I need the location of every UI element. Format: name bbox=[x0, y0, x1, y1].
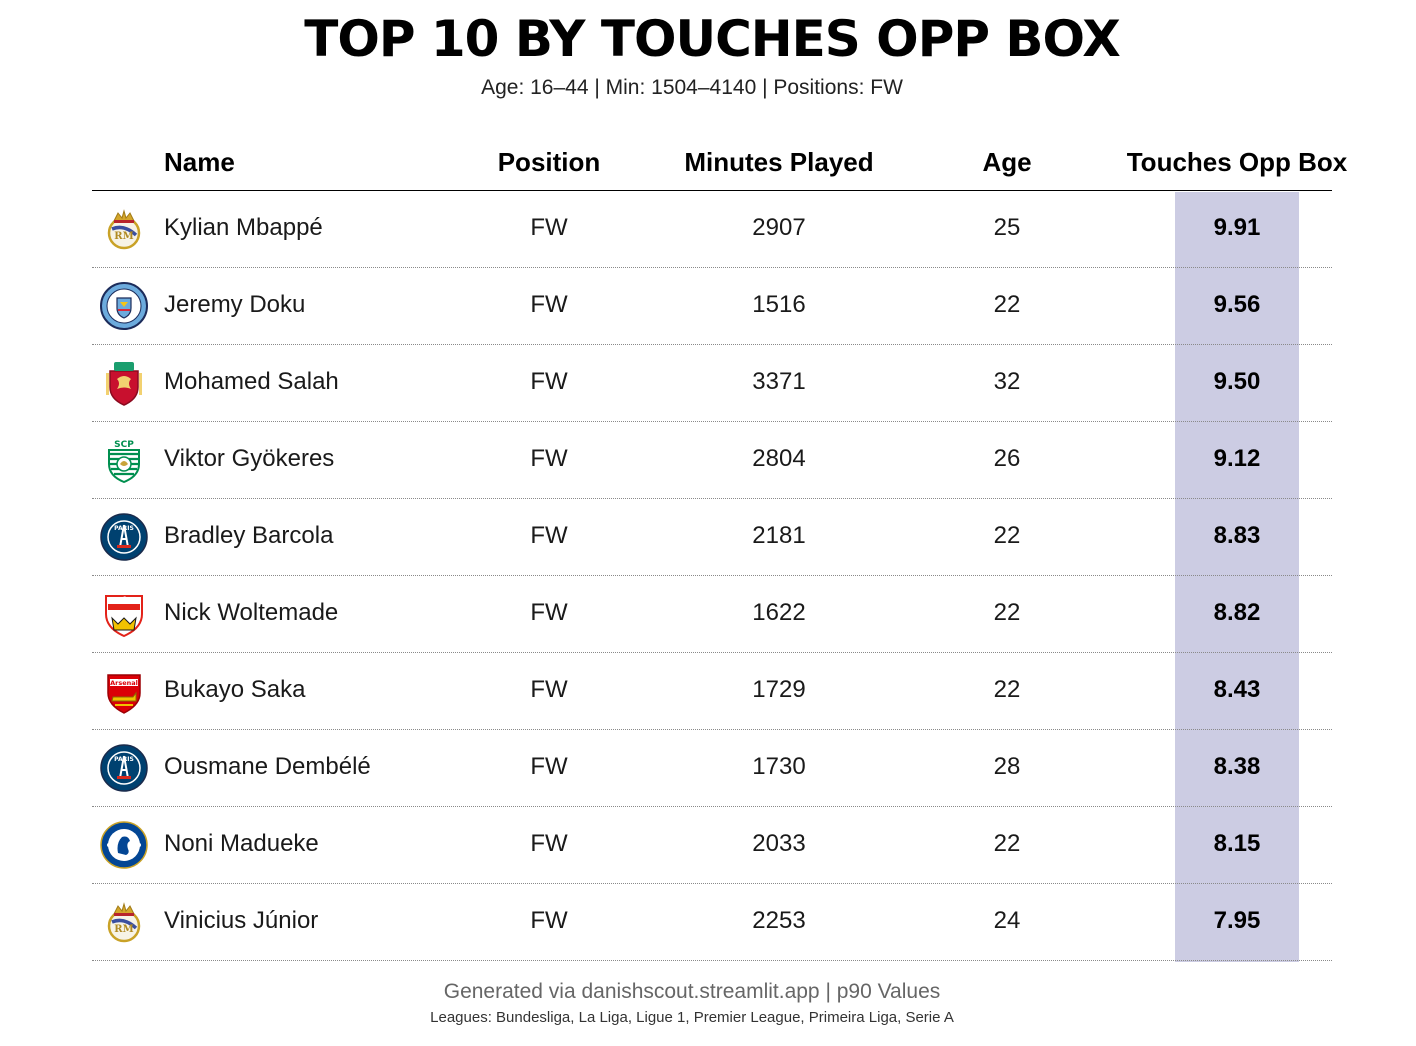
minutes-played: 1622 bbox=[752, 599, 806, 626]
player-age: 32 bbox=[993, 368, 1021, 395]
minutes-played: 2253 bbox=[752, 907, 806, 934]
real-madrid-crest-icon: RM bbox=[107, 902, 141, 943]
player-position: FW bbox=[530, 753, 568, 780]
touches-opp-box-value: 9.56 bbox=[1213, 291, 1261, 318]
table-row: RM Kylian Mbappé FW 2907 25 9.91 bbox=[0, 191, 1416, 268]
player-age: 22 bbox=[993, 291, 1021, 318]
player-name: Mohamed Salah bbox=[164, 368, 339, 395]
table-row: Noni Madueke FW 2033 22 8.15 bbox=[0, 807, 1416, 884]
player-name: Bukayo Saka bbox=[164, 676, 306, 703]
player-position: FW bbox=[530, 368, 568, 395]
table-row: SCP Viktor Gyökeres FW 2804 26 9.12 bbox=[0, 422, 1416, 499]
psg-crest-icon: PARIS bbox=[100, 744, 148, 792]
row-divider bbox=[92, 806, 1332, 807]
column-header-touches-opp-box: Touches Opp Box bbox=[1126, 147, 1348, 177]
player-position: FW bbox=[530, 676, 568, 703]
footer-credit: Generated via danishscout.streamlit.app … bbox=[443, 980, 941, 1003]
minutes-played: 2033 bbox=[752, 830, 806, 857]
row-divider bbox=[92, 267, 1332, 268]
row-divider bbox=[92, 421, 1332, 422]
row-divider bbox=[92, 575, 1332, 576]
minutes-played: 2181 bbox=[752, 522, 806, 549]
minutes-played: 1730 bbox=[752, 753, 806, 780]
chart-title: TOP 10 BY TOUCHES OPP BOX bbox=[304, 10, 1121, 68]
player-position: FW bbox=[530, 599, 568, 626]
column-header-age: Age bbox=[982, 147, 1032, 177]
touches-opp-box-value: 9.12 bbox=[1213, 445, 1261, 472]
row-divider bbox=[92, 729, 1332, 730]
column-header-minutes-played: Minutes Played bbox=[684, 147, 874, 177]
column-header-position: Position bbox=[497, 147, 601, 177]
minutes-played: 1516 bbox=[752, 291, 806, 318]
table-row: RM Vinicius Júnior FW 2253 24 7.95 bbox=[0, 884, 1416, 961]
sporting-cp-crest-icon: SCP bbox=[108, 440, 140, 484]
minutes-played: 1729 bbox=[752, 676, 806, 703]
minutes-played: 3371 bbox=[752, 368, 806, 395]
touches-opp-box-value: 8.43 bbox=[1213, 676, 1261, 703]
header-rule bbox=[92, 190, 1332, 191]
player-position: FW bbox=[530, 830, 568, 857]
highlight-column bbox=[1175, 192, 1299, 962]
player-name: Viktor Gyökeres bbox=[164, 445, 335, 472]
player-position: FW bbox=[530, 445, 568, 472]
minutes-played: 2907 bbox=[752, 214, 806, 241]
liverpool-crest-icon bbox=[106, 362, 142, 406]
footer-leagues: Leagues: Bundesliga, La Liga, Ligue 1, P… bbox=[430, 1009, 954, 1026]
player-position: FW bbox=[530, 522, 568, 549]
table-row: VfB Nick Woltemade FW 1622 22 8.82 bbox=[0, 576, 1416, 653]
table-row: Jeremy Doku FW 1516 22 9.56 bbox=[0, 268, 1416, 345]
touches-opp-box-value: 8.82 bbox=[1213, 599, 1261, 626]
psg-crest-icon: PARIS bbox=[100, 513, 148, 561]
row-divider bbox=[92, 883, 1332, 884]
touches-opp-box-value: 8.83 bbox=[1213, 522, 1261, 549]
manchester-city-crest-icon bbox=[100, 282, 148, 330]
player-position: FW bbox=[530, 214, 568, 241]
player-age: 24 bbox=[993, 907, 1021, 934]
row-divider bbox=[92, 344, 1332, 345]
touches-opp-box-value: 8.15 bbox=[1213, 830, 1261, 857]
player-name: Noni Madueke bbox=[164, 830, 319, 857]
svg-text:RM: RM bbox=[114, 231, 133, 242]
chart-subtitle: Age: 16–44 | Min: 1504–4140 | Positions:… bbox=[481, 76, 903, 99]
player-age: 28 bbox=[993, 753, 1021, 780]
row-divider bbox=[92, 960, 1332, 961]
player-name: Nick Woltemade bbox=[164, 599, 339, 626]
player-age: 22 bbox=[993, 599, 1021, 626]
player-age: 22 bbox=[993, 676, 1021, 703]
player-name: Bradley Barcola bbox=[164, 522, 334, 549]
svg-text:PARIS: PARIS bbox=[114, 525, 134, 532]
arsenal-crest-icon: Arsenal bbox=[107, 674, 141, 714]
touches-opp-box-value: 9.50 bbox=[1213, 368, 1261, 395]
table-row: PARIS Bradley Barcola FW 2181 22 8.83 bbox=[0, 499, 1416, 576]
svg-text:Arsenal: Arsenal bbox=[110, 679, 138, 687]
table-row: PARIS Ousmane Dembélé FW 1730 28 8.38 bbox=[0, 730, 1416, 807]
svg-text:VfB: VfB bbox=[117, 596, 131, 604]
player-name: Jeremy Doku bbox=[164, 291, 306, 318]
player-name: Kylian Mbappé bbox=[164, 214, 323, 241]
touches-opp-box-value: 9.91 bbox=[1213, 214, 1261, 241]
touches-opp-box-value: 8.38 bbox=[1213, 753, 1261, 780]
player-age: 22 bbox=[993, 522, 1021, 549]
chelsea-crest-icon bbox=[100, 821, 148, 869]
player-position: FW bbox=[530, 291, 568, 318]
player-position: FW bbox=[530, 907, 568, 934]
table-row: Mohamed Salah FW 3371 32 9.50 bbox=[0, 345, 1416, 422]
svg-text:RM: RM bbox=[114, 924, 133, 935]
minutes-played: 2804 bbox=[752, 445, 806, 472]
player-name: Vinicius Júnior bbox=[164, 907, 319, 934]
row-divider bbox=[92, 498, 1332, 499]
player-age: 26 bbox=[993, 445, 1021, 472]
player-name: Ousmane Dembélé bbox=[164, 753, 371, 780]
svg-text:SCP: SCP bbox=[114, 440, 134, 450]
row-divider bbox=[92, 652, 1332, 653]
table-row: Arsenal Bukayo Saka FW 1729 22 8.43 bbox=[0, 653, 1416, 730]
player-age: 25 bbox=[993, 214, 1021, 241]
touches-opp-box-value: 7.95 bbox=[1213, 907, 1261, 934]
vfb-stuttgart-crest-icon: VfB bbox=[105, 595, 143, 638]
svg-text:PARIS: PARIS bbox=[114, 756, 134, 763]
player-age: 22 bbox=[993, 830, 1021, 857]
column-header-name: Name bbox=[164, 147, 235, 177]
real-madrid-crest-icon: RM bbox=[107, 209, 141, 250]
table-body: RM Kylian Mbappé FW 2907 25 9.91 Jeremy Doku FW… bbox=[0, 191, 1416, 961]
